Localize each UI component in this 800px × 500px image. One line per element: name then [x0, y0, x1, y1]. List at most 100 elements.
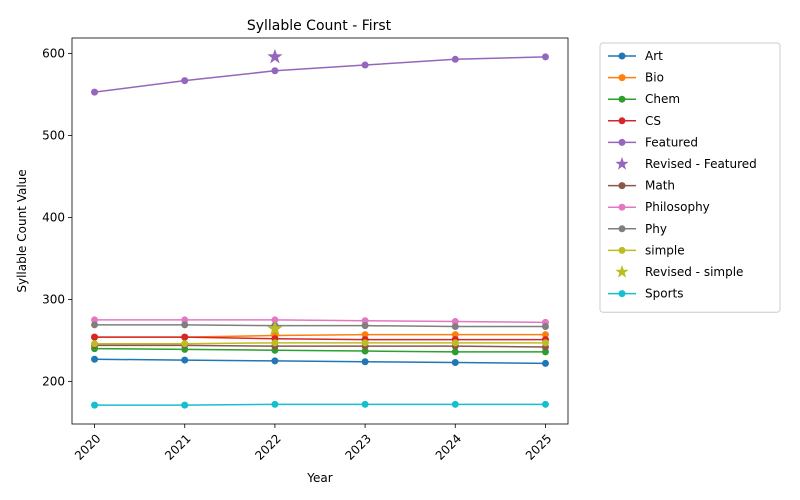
legend-item-bio: Bio: [608, 71, 664, 85]
legend-marker-icon: [618, 117, 626, 125]
x-tick-label: 2021: [162, 431, 193, 462]
point-philosophy-2024: [451, 318, 459, 326]
legend-frame: [599, 42, 781, 313]
point-featured-2023: [361, 61, 369, 69]
legend-marker-icon: [618, 203, 626, 211]
point-phy-2024: [451, 322, 459, 330]
legend-item-chem: Chem: [608, 92, 680, 106]
point-featured-2020: [91, 88, 99, 96]
point-cs-2021: [181, 333, 189, 341]
legend-marker-icon: [618, 52, 626, 60]
point-bio-2023: [361, 331, 369, 339]
y-tick-label: 300: [42, 292, 65, 306]
legend-label: Revised - simple: [645, 265, 743, 279]
point-phy-2023: [361, 322, 369, 330]
point-sports-2021: [181, 401, 189, 409]
series-art: [91, 355, 549, 367]
point-phy-2025: [541, 322, 549, 330]
point-phy-2020: [91, 321, 99, 329]
legend: Art Bio Chem CS Featured Revised - Featured Ma…: [599, 42, 781, 313]
legend-item-math: Math: [608, 179, 675, 193]
x-tick-label: 2024: [433, 431, 464, 462]
x-axis: 2020 2021 2022 2023 2024 2025: [72, 424, 554, 463]
legend-star-icon: [615, 157, 629, 170]
legend-label: simple: [645, 243, 685, 257]
series-phy: [91, 321, 549, 330]
point-chem-2023: [361, 347, 369, 355]
point-chem-2024: [451, 348, 459, 356]
legend-label: Art: [645, 49, 663, 63]
point-featured-2025: [541, 53, 549, 61]
point-sports-2020: [91, 401, 99, 409]
y-axis-title: Syllable Count Value: [15, 169, 29, 292]
point-featured-2021: [181, 77, 189, 85]
line-chem: [94, 347, 546, 353]
series-simple: [91, 339, 549, 348]
point-philosophy-2023: [361, 317, 369, 325]
legend-item-simple: simple: [608, 243, 685, 257]
legend-marker-icon: [618, 138, 626, 146]
point-simple-2023: [361, 339, 369, 347]
line-cs: [94, 336, 546, 341]
star-marker-revised-simple-0: [267, 320, 283, 336]
line-art: [94, 358, 546, 365]
series-revised-simple: [267, 320, 283, 336]
legend-label: Philosophy: [645, 200, 710, 214]
legend-item-art: Art: [608, 49, 663, 63]
legend-label: Featured: [645, 135, 698, 149]
legend-item-philosophy: Philosophy: [608, 200, 710, 214]
legend-label: Sports: [645, 287, 683, 301]
x-tick-label: 2023: [343, 431, 374, 462]
x-tick-label: 2025: [523, 431, 554, 462]
point-simple-2020: [91, 340, 99, 348]
point-sports-2022: [271, 400, 279, 408]
point-simple-2021: [181, 340, 189, 348]
legend-star-icon: [615, 265, 629, 278]
point-art-2021: [181, 356, 189, 364]
legend-label: CS: [645, 114, 661, 128]
point-sports-2023: [361, 400, 369, 408]
point-bio-2025: [541, 331, 549, 339]
legend-item-featured: Featured: [608, 135, 698, 149]
legend-marker-icon: [618, 246, 626, 254]
legend-marker-icon: [618, 290, 626, 298]
legend-marker-icon: [618, 95, 626, 103]
point-simple-2025: [541, 339, 549, 347]
line-phy: [94, 324, 546, 328]
y-tick-label: 400: [42, 210, 65, 224]
chart-title: Syllable Count - First: [247, 18, 392, 34]
point-simple-2022: [271, 339, 279, 347]
axes-frame: [71, 37, 569, 425]
point-philosophy-2021: [181, 316, 189, 324]
legend-label: Phy: [645, 222, 667, 236]
series-revised-featured: [267, 48, 283, 64]
legend-label: Revised - Featured: [645, 157, 757, 171]
legend-marker-icon: [618, 225, 626, 233]
y-axis: 200 300 400 500 600: [42, 47, 72, 388]
point-phy-2021: [181, 321, 189, 329]
series-featured: [91, 53, 549, 96]
point-philosophy-2020: [91, 316, 99, 324]
legend-item-cs: CS: [608, 114, 661, 128]
y-tick-label: 500: [42, 129, 65, 143]
line-simple: [94, 342, 546, 345]
series-cs: [91, 333, 549, 344]
legend-item-sports: Sports: [608, 287, 683, 301]
legend-label: Math: [645, 179, 675, 193]
point-philosophy-2022: [271, 316, 279, 324]
point-art-2023: [361, 358, 369, 366]
star-marker-revised-featured-0: [267, 48, 283, 64]
legend-label: Chem: [645, 92, 680, 106]
x-tick-label: 2020: [72, 431, 103, 462]
line-philosophy: [94, 319, 546, 324]
line-math: [94, 344, 546, 348]
point-art-2022: [271, 357, 279, 365]
line-featured: [94, 56, 546, 93]
point-art-2024: [451, 359, 459, 367]
legend-marker-icon: [618, 182, 626, 190]
point-cs-2020: [91, 333, 99, 341]
x-axis-title: Year: [306, 471, 332, 485]
x-tick-label: 2022: [252, 431, 283, 462]
legend-item-revised-featured: Revised - Featured: [615, 157, 757, 171]
